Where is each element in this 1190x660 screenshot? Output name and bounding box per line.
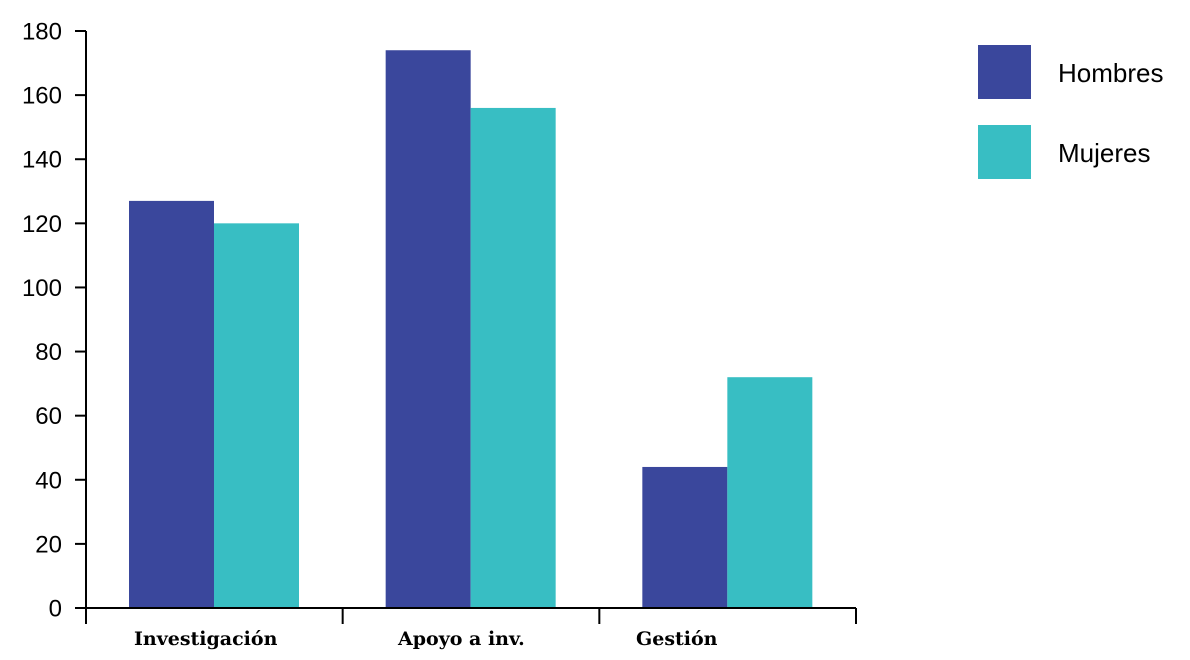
y-tick-label: 80 — [35, 339, 62, 366]
y-tick-label: 100 — [22, 275, 62, 302]
legend-swatch-hombres — [978, 45, 1031, 99]
y-tick-label: 60 — [35, 403, 62, 430]
legend: Hombres Mujeres — [978, 45, 1163, 179]
axes-layer: 0 20 40 60 80 100 120 140 160 180 Investigación Apo… — [22, 19, 857, 650]
y-tick-label: 180 — [22, 19, 62, 46]
x-category-label: Apoyo a inv. — [397, 628, 525, 650]
x-category-label: Gestión — [636, 628, 718, 650]
y-tick-label: 0 — [49, 596, 62, 623]
legend-label-hombres: Hombres — [1058, 58, 1163, 88]
x-category-label: Investigación — [134, 628, 278, 650]
legend-label-mujeres: Mujeres — [1058, 138, 1150, 168]
bar-mujeres-2 — [727, 377, 813, 608]
bar-hombres-0 — [129, 200, 214, 608]
y-tick-label: 20 — [35, 531, 62, 558]
bar-hombres-1 — [385, 50, 471, 608]
y-tick-label: 140 — [22, 147, 62, 174]
y-tick-label: 160 — [22, 83, 62, 110]
legend-swatch-mujeres — [978, 125, 1031, 179]
bar-hombres-2 — [642, 466, 728, 608]
bar-mujeres-1 — [470, 107, 556, 608]
y-tick-label: 120 — [22, 211, 62, 238]
bars-layer — [129, 50, 813, 609]
y-tick-label: 40 — [35, 467, 62, 494]
bar-mujeres-0 — [214, 223, 299, 609]
